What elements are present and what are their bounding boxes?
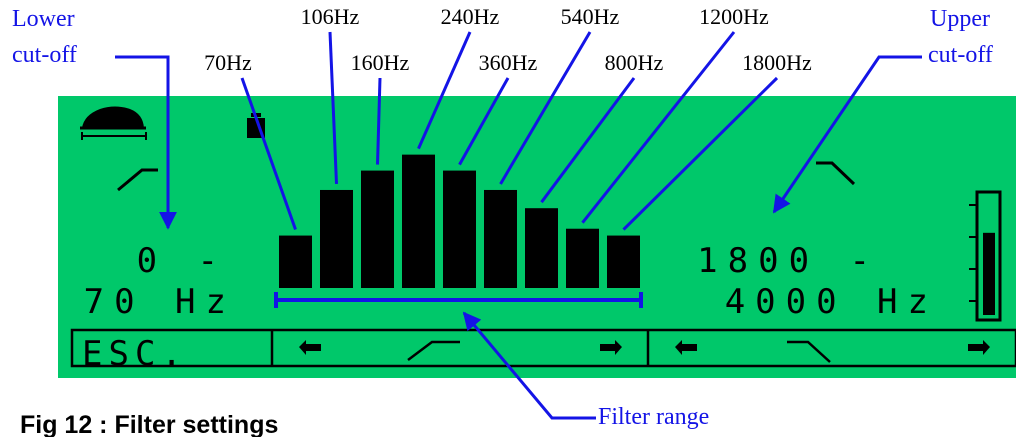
filter-range-label: Filter range [598,404,709,430]
filter-bar-1200hz [566,228,599,288]
frequency-label-1200hz: 1200Hz [699,4,769,29]
figure-caption: Fig 12 : Filter settings [20,411,279,437]
frequency-callout-line [540,77,636,204]
filter-bars [279,154,640,288]
upper-cutoff-arrow [772,55,922,214]
lower-cutoff-annotation: Lower cut-off [12,6,177,230]
left-arrow-icon[interactable] [299,340,321,355]
filter-range-bar [274,292,643,308]
lower-value: 0 - [137,241,228,281]
upper-value: 1800 - [697,241,880,281]
frequency-label-70hz: 70Hz [204,50,252,75]
frequency-label-540hz: 540Hz [561,4,620,29]
frequency-label-1800hz: 1800Hz [742,50,812,75]
esc-softkey[interactable]: ESC. [82,334,188,374]
frequency-callout-line [376,77,382,165]
high-cut-slope-icon [816,161,856,186]
speaker-icon [80,106,147,140]
frequency-callout-line [240,77,297,231]
upper-cutoff-annotation: Upper cut-off [772,6,993,214]
lower-unit: 70 Hz [84,282,236,322]
filter-bar-106hz [320,189,353,288]
right-arrow-icon[interactable] [600,340,622,355]
lower-cutoff-label-line2: cut-off [12,42,77,68]
frequency-labels: 70Hz 106Hz 160Hz 240Hz 360Hz 540Hz 800Hz 1200Hz… [204,4,812,231]
filter-bar-540hz [484,189,517,288]
high-cut-slope-icon [787,340,831,363]
filter-bar-800hz [525,208,558,288]
low-cut-slope-icon [407,340,460,361]
filter-bar-360hz [443,170,476,288]
frequency-label-800hz: 800Hz [605,50,664,75]
upper-unit: 4000 Hz [725,282,938,322]
right-arrow-icon[interactable] [968,340,990,355]
frequency-callout-line [417,31,472,150]
frequency-label-360hz: 360Hz [479,50,538,75]
level-meter-fill [983,232,995,315]
lower-cutoff-arrow [115,55,177,230]
filter-bar-1800hz [607,235,640,288]
softkey-bar [70,328,1016,368]
upper-cutoff-label-line2: cut-off [928,42,993,68]
frequency-callout-line [622,76,779,231]
frequency-callout-line [328,31,338,185]
frequency-callout-line [499,31,592,185]
level-meter [969,190,1002,322]
filter-bar-240hz [402,154,435,288]
frequency-callout-line [458,77,510,166]
filter-range-annotation: Filter range [462,311,709,430]
low-cut-slope-icon [117,168,158,192]
frequency-label-240hz: 240Hz [441,4,500,29]
lower-cutoff-label-line1: Lower [12,6,75,32]
filter-bar-160hz [361,170,394,288]
frequency-label-160hz: 160Hz [351,50,410,75]
filter-range-arrow [462,311,596,420]
left-arrow-icon[interactable] [675,340,697,355]
frequency-callout-line [581,31,736,224]
filter-bar-70hz [279,235,312,288]
frequency-label-106hz: 106Hz [301,4,360,29]
upper-cutoff-label-line1: Upper [930,6,990,32]
